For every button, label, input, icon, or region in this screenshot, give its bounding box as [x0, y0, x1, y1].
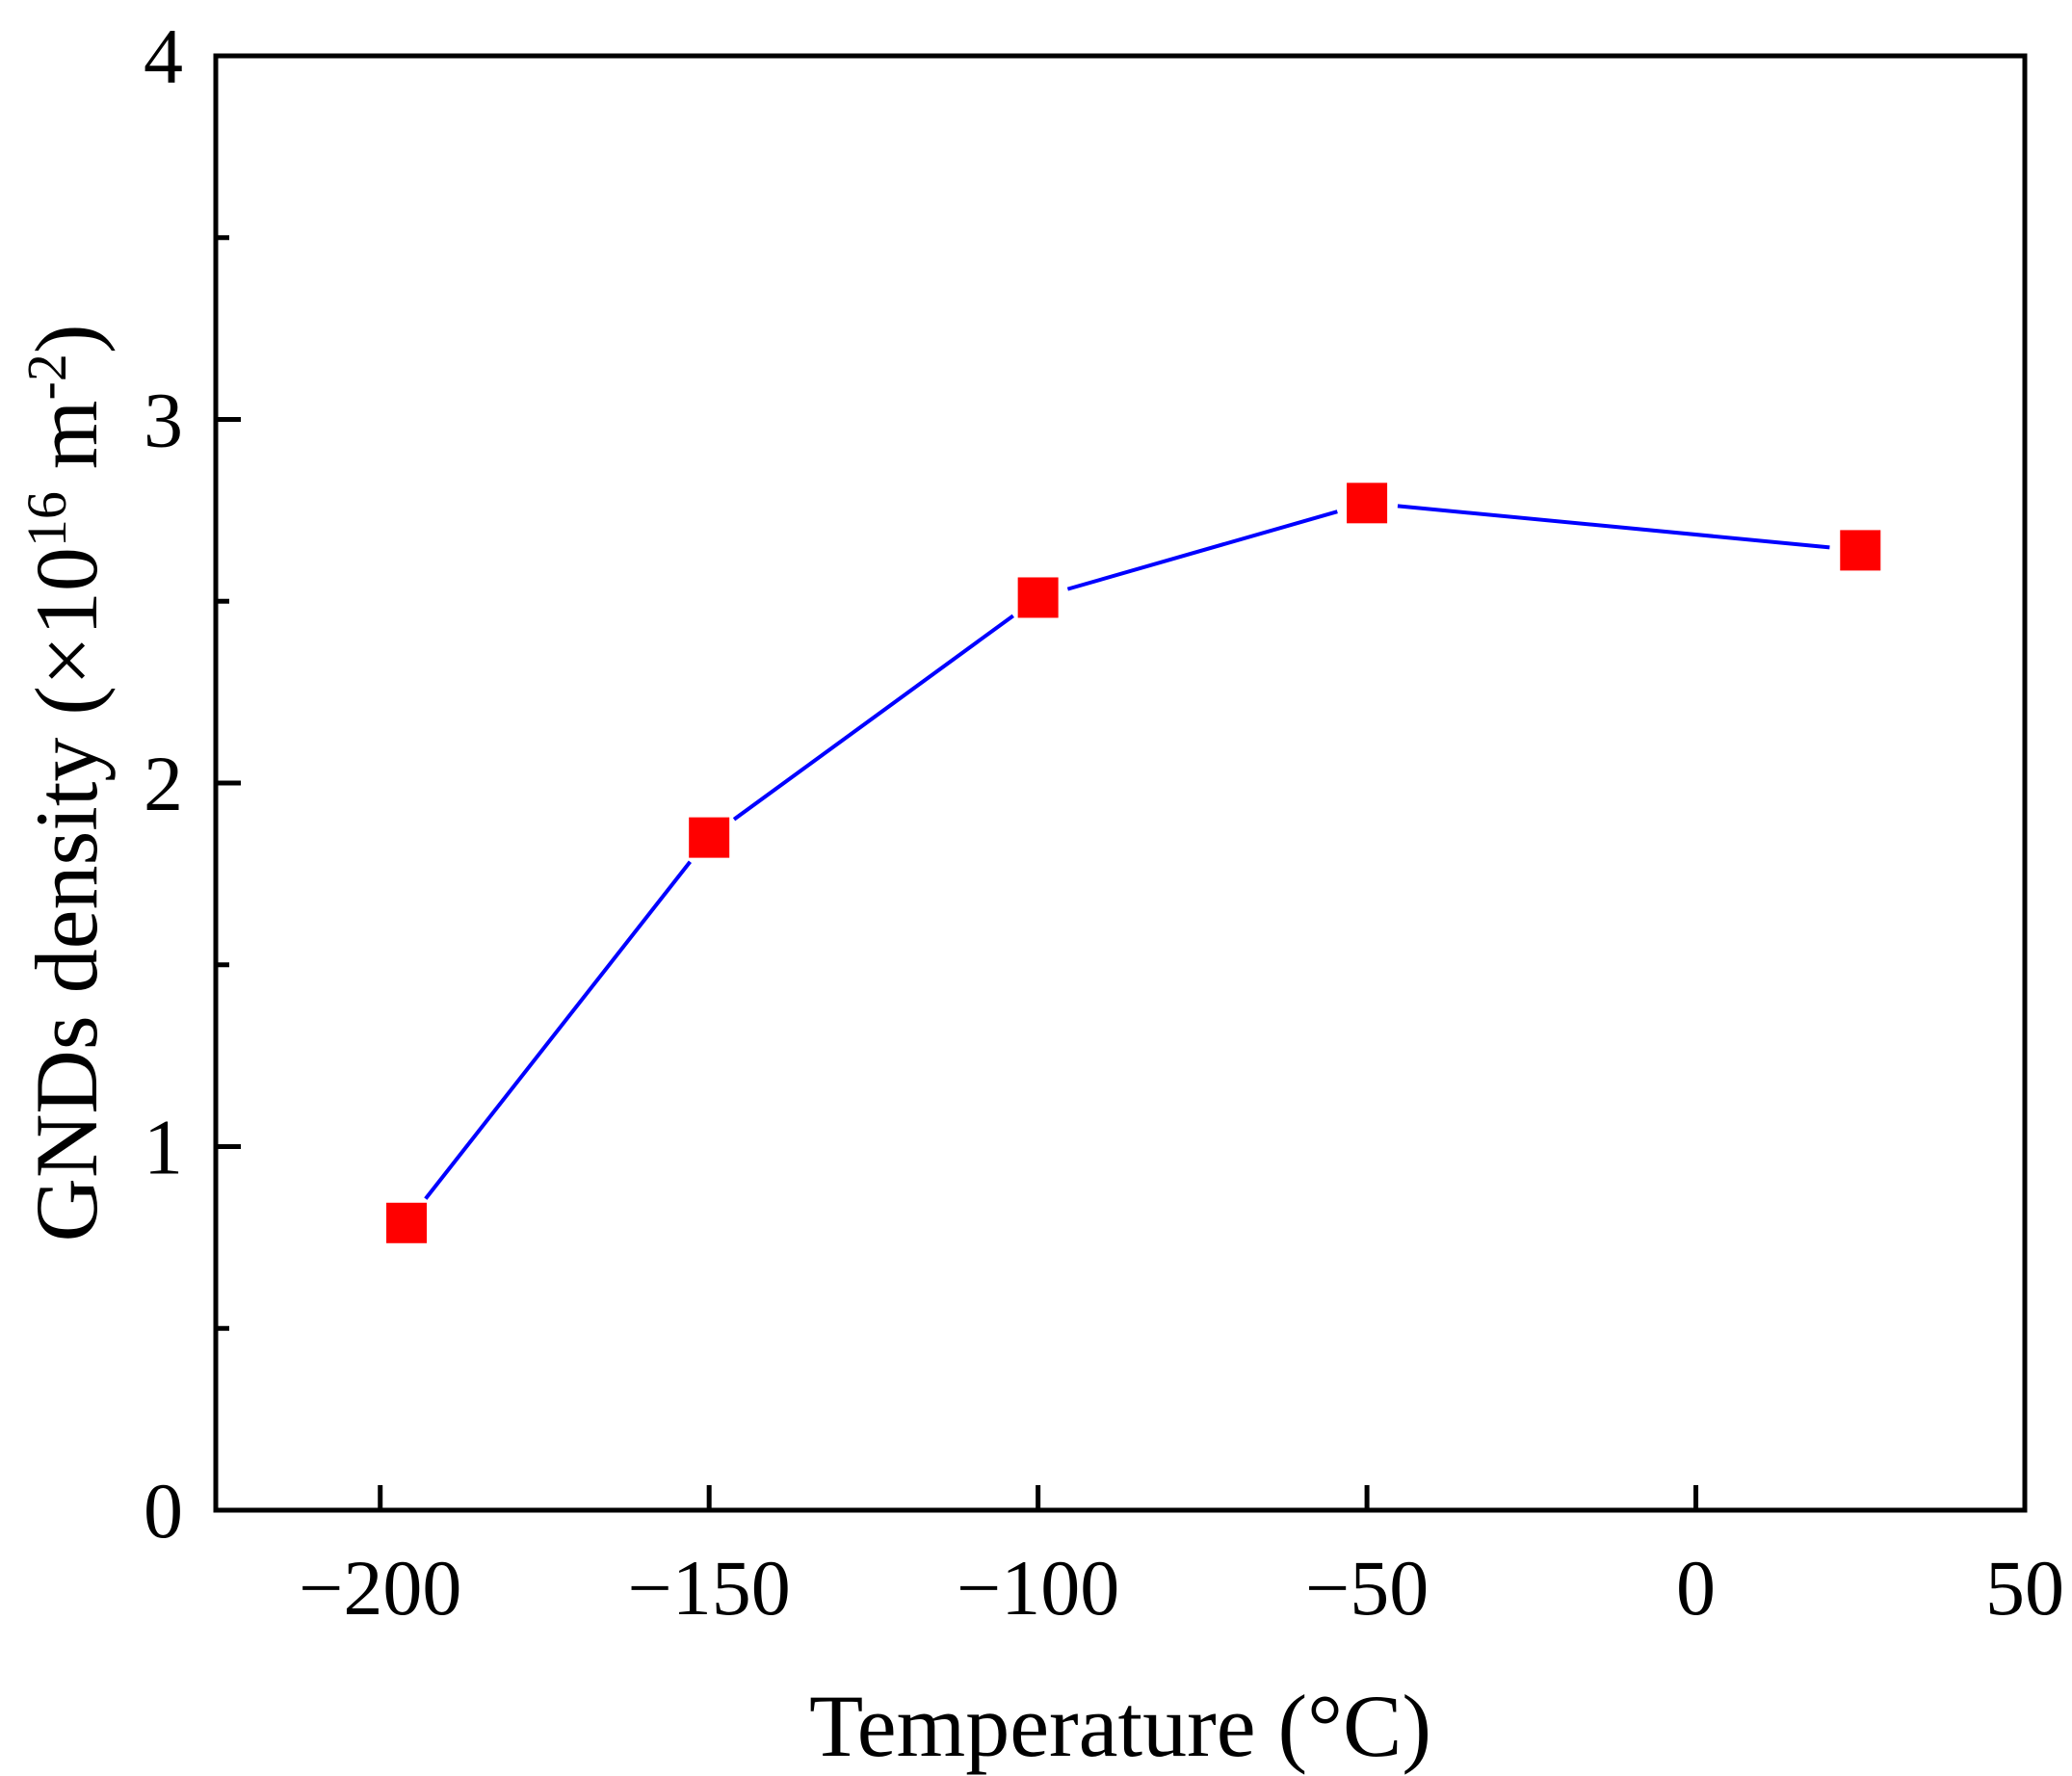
y-axis-title-exponent-2: -2 [15, 353, 78, 400]
series-layer [386, 483, 1881, 1243]
y-axis-title-exponent-1: 16 [15, 491, 78, 547]
y-axis-title-unit: m [17, 401, 116, 492]
x-tick-label: −50 [1305, 1544, 1429, 1632]
plot-frame [213, 53, 2028, 1513]
data-point-marker [689, 817, 730, 858]
x-tick-label: −150 [628, 1544, 791, 1632]
x-tick-label: −200 [299, 1544, 461, 1632]
y-tick-label: 3 [144, 377, 183, 464]
x-tick-label: −100 [957, 1544, 1119, 1632]
series-line-segment [1066, 509, 1338, 591]
y-axis-ticks: 0 1 2 3 4 [144, 13, 241, 1554]
y-axis-title-prefix: GNDs density (×10 [17, 547, 116, 1241]
data-point-marker [386, 1202, 428, 1243]
y-axis-title-suffix: ) [17, 325, 116, 354]
data-point-marker [1347, 483, 1388, 524]
y-axis-title: GNDs density (×1016 m-2) [15, 325, 116, 1242]
x-tick-label: 0 [1676, 1544, 1716, 1632]
x-tick-label: 50 [1985, 1544, 2064, 1632]
y-tick-label: 2 [144, 740, 183, 827]
series-line-segment [424, 860, 692, 1200]
y-tick-label: 0 [144, 1467, 183, 1554]
data-point-marker [1017, 577, 1059, 618]
x-axis-ticks: −200 −150 −100 −50 0 50 [299, 1485, 2064, 1632]
x-axis-title: Temperature (°C) [809, 1677, 1431, 1775]
data-point-marker [1840, 530, 1881, 571]
y-tick-label: 4 [144, 13, 183, 100]
series-line-segment [1397, 504, 1830, 550]
series-line-segment [732, 614, 1014, 822]
y-tick-label: 1 [144, 1104, 183, 1191]
